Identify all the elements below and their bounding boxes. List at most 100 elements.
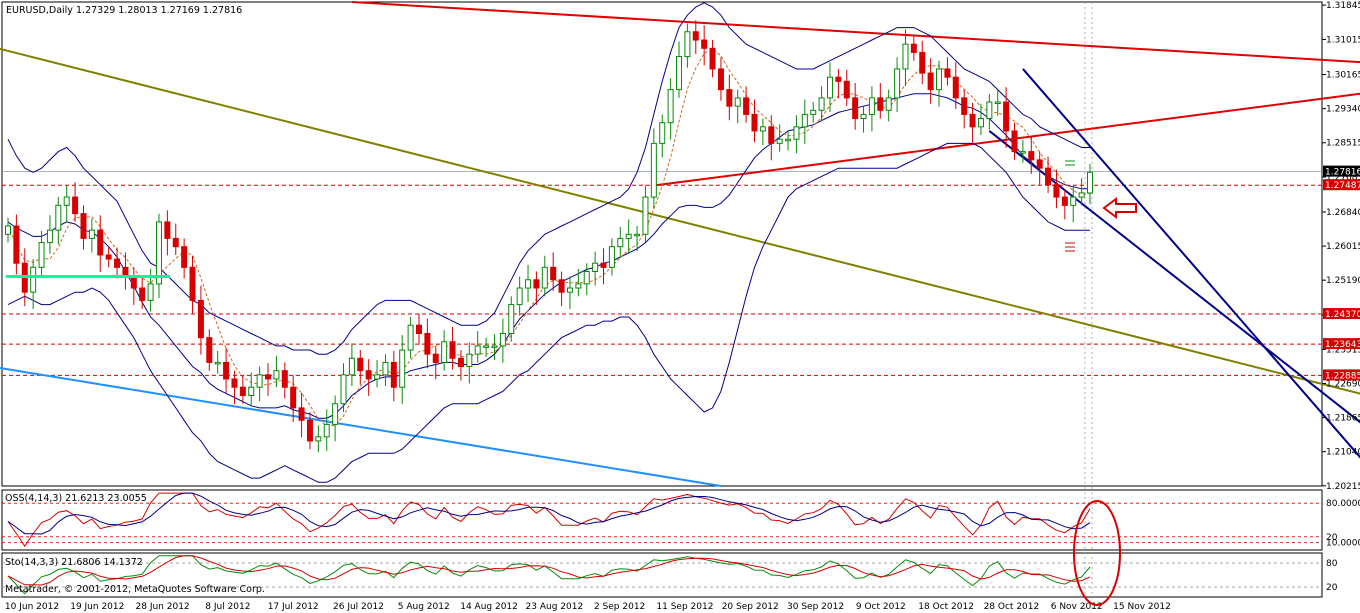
x-tick-label: 15 Nov 2012: [1113, 602, 1171, 612]
candle: [390, 350, 397, 402]
candle: [231, 370, 238, 405]
candle-body: [399, 349, 406, 388]
y-tick-label: 1.22690: [1326, 379, 1360, 389]
x-tick-label: 2 Sep 2012: [594, 602, 645, 612]
candle: [642, 185, 649, 243]
candle: [273, 355, 280, 388]
candle-body: [38, 242, 45, 268]
price-tag: [1323, 165, 1360, 177]
candle: [961, 89, 968, 129]
candle: [634, 226, 641, 252]
candle: [743, 86, 750, 123]
candle-body: [885, 97, 892, 111]
candle: [139, 276, 146, 309]
chart-header-ohlc: 1.27329 1.28013 1.27169 1.27816: [76, 5, 242, 16]
candle-body: [306, 419, 313, 442]
x-tick-label: 19 Jun 2012: [70, 602, 124, 612]
candle-body: [80, 213, 87, 239]
candle: [785, 130, 792, 151]
candle: [97, 215, 104, 272]
candle: [30, 259, 37, 310]
candle-body: [155, 221, 162, 285]
candle-body: [256, 374, 263, 388]
candle: [348, 343, 355, 386]
candle-body: [382, 361, 389, 376]
candle-body: [525, 279, 532, 289]
osc-axis-label: 80: [1326, 559, 1338, 569]
marker-green: [1065, 160, 1075, 166]
candle-body: [214, 361, 221, 365]
candle-body: [919, 51, 926, 74]
y-tick-label: 1.27685: [1326, 173, 1360, 183]
candle: [1028, 136, 1035, 174]
candle: [105, 246, 112, 268]
candle-body: [650, 142, 657, 198]
candle: [407, 316, 414, 359]
candle: [46, 215, 53, 254]
candle: [969, 102, 976, 144]
price-tag-label: 1.23643: [1325, 340, 1360, 350]
candle: [466, 342, 473, 384]
y-tick-label: 1.25190: [1326, 276, 1360, 286]
y-tick-label: 1.31015: [1326, 35, 1360, 45]
candle-body: [776, 138, 783, 144]
candle-body: [105, 254, 112, 260]
candle: [256, 366, 263, 402]
candle: [826, 62, 833, 112]
candle: [566, 276, 573, 310]
y-tick-label: 1.21040: [1326, 448, 1360, 458]
candle-body: [348, 357, 355, 376]
candle-body: [676, 56, 683, 91]
candle-body: [483, 345, 490, 348]
candle-body: [457, 357, 464, 368]
candle: [575, 269, 582, 297]
candle-body: [30, 266, 37, 293]
candle-body: [558, 279, 565, 293]
x-tick-label: 9 Oct 2012: [856, 602, 906, 612]
candle: [1045, 156, 1052, 193]
candle-body: [407, 324, 414, 351]
price-tag: [1323, 308, 1360, 320]
candle-body: [147, 283, 154, 301]
candle: [977, 103, 984, 136]
blue-trendline: [0, 366, 722, 487]
chart-header-symbol: EURUSD,Daily: [6, 5, 73, 16]
candle: [910, 35, 917, 61]
x-tick-label: 11 Sep 2012: [656, 602, 713, 612]
bollinger-bands: [7, 2, 1091, 483]
candle-body: [13, 225, 20, 264]
candle-body: [290, 386, 297, 409]
candle-body: [97, 229, 104, 256]
candle-body: [390, 361, 397, 388]
candle-body: [743, 97, 750, 115]
candle: [868, 86, 875, 132]
candle-body: [701, 39, 708, 49]
candle-body: [994, 101, 1001, 105]
candle: [692, 20, 699, 55]
candle: [265, 363, 272, 396]
candle-body: [172, 237, 179, 248]
candle-body: [927, 72, 934, 91]
candle-body: [625, 233, 632, 239]
candle: [491, 334, 498, 360]
candle-body: [600, 262, 607, 268]
candle: [860, 106, 867, 133]
bollinger-middle: [7, 93, 1090, 419]
candle-body: [72, 196, 79, 215]
marker-red: [1065, 242, 1075, 252]
candlesticks: [5, 20, 1093, 453]
candle-body: [969, 113, 976, 128]
candle-body: [491, 345, 498, 348]
candle-body: [332, 403, 339, 425]
candle: [424, 318, 431, 369]
candle-body: [692, 31, 699, 41]
candle: [751, 99, 758, 143]
candle-body: [860, 113, 867, 120]
candle-body: [541, 266, 548, 289]
candle: [608, 238, 615, 276]
candle-body: [197, 299, 204, 339]
candle-body: [365, 370, 372, 380]
sto-label: Sto(14,3,3) 21.6806 14.1372: [5, 557, 143, 568]
